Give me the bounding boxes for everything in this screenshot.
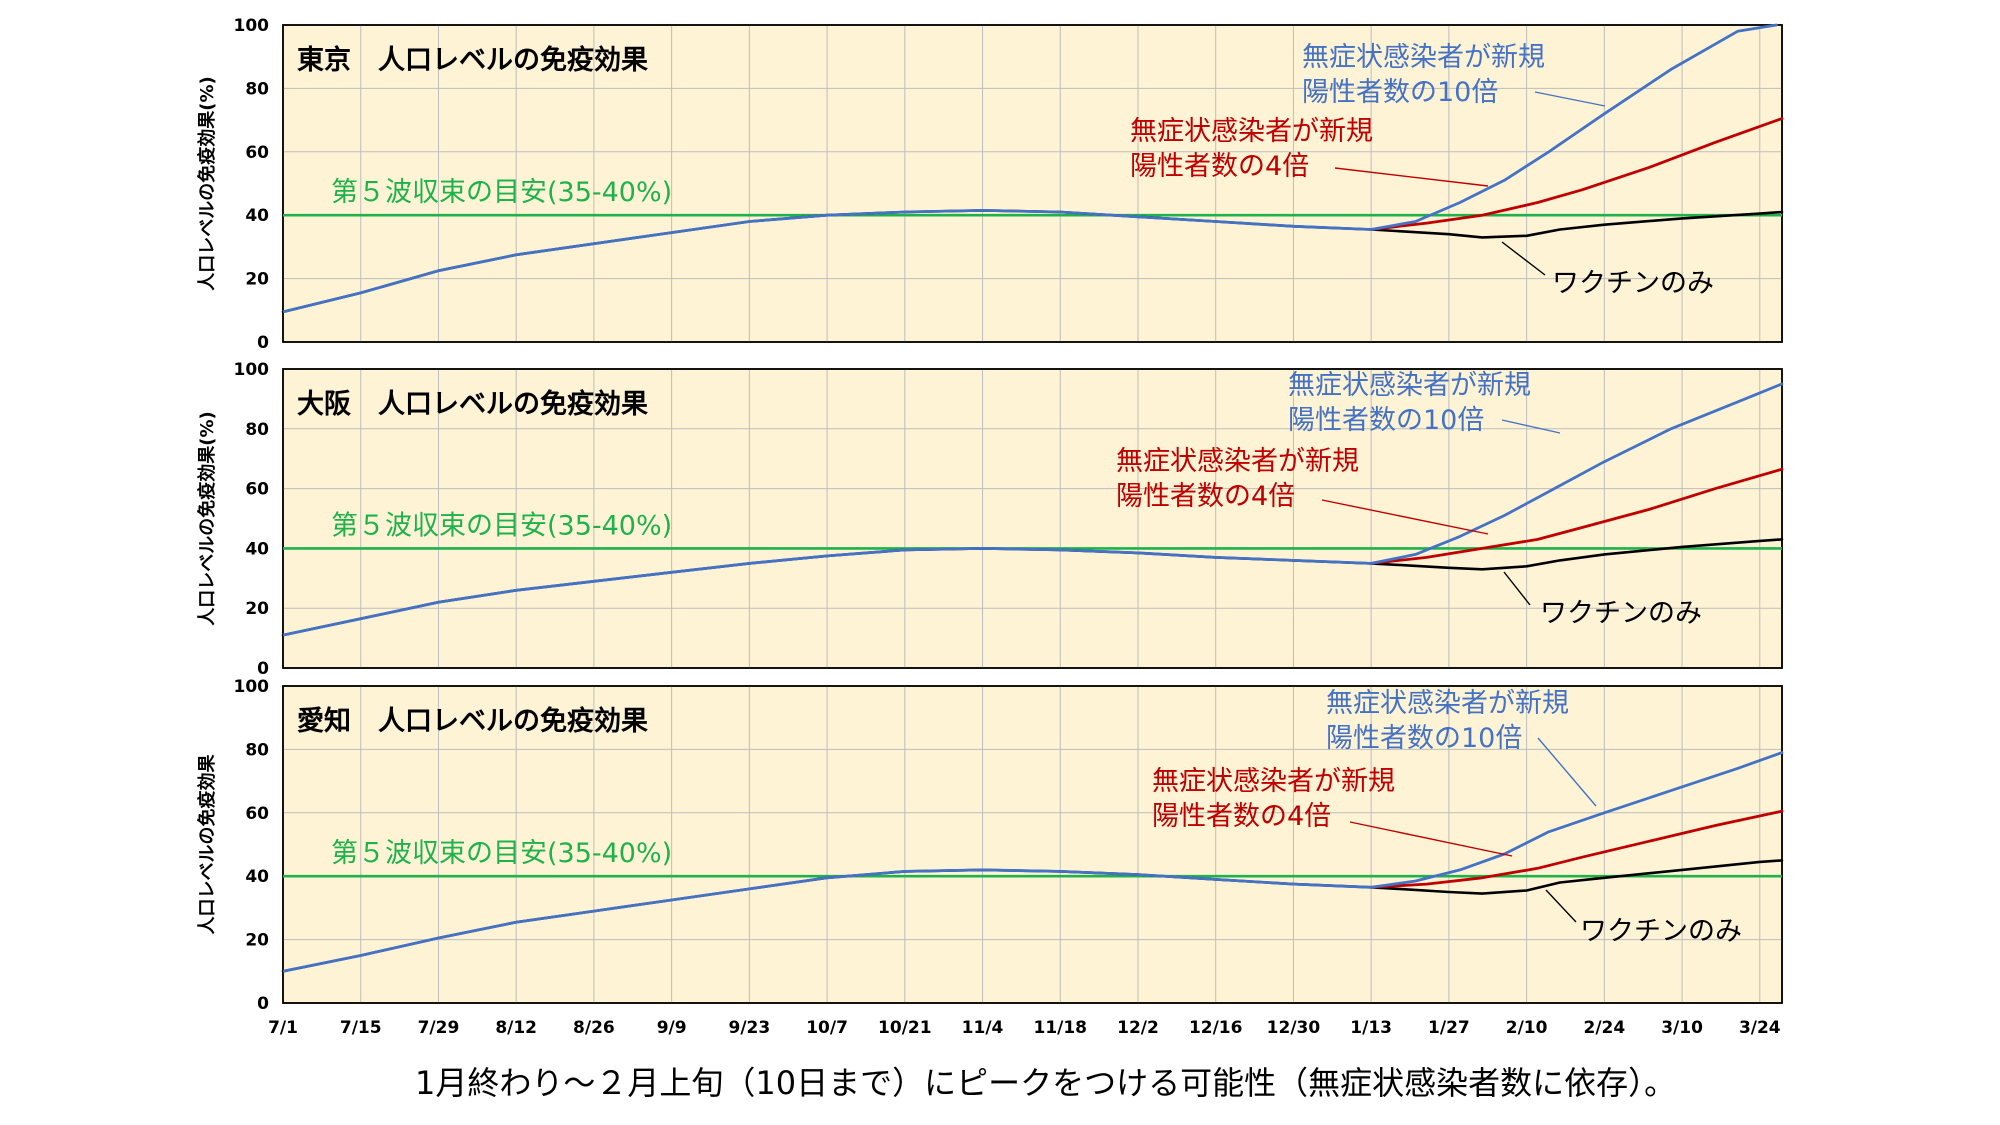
y-tick-label: 100 [234,360,270,380]
panel-title: 愛知 人口レベルの免疫効果 [297,705,648,737]
chart-panel-1: 0 20 40 60 80 100 人口レベルの免疫効果(%) 東京 人口レベルの免疫効果第５… [196,16,1784,353]
panel-title: 大阪 人口レベルの免疫効果 [297,388,648,420]
plot-area [282,685,1783,1004]
threshold-label: 第５波収束の目安(35-40%) [331,510,672,541]
y-tick-label: 60 [245,480,269,500]
x-tick-label: 12/2 [1117,1018,1159,1038]
annotation-leader-red [1349,821,1513,857]
annotation-blue: 無症状感染者が新規 [1326,688,1569,719]
series-line-red [1369,117,1784,231]
series-line-blue [1369,382,1784,565]
plot-frame [282,685,1783,1004]
x-tick-label: 10/7 [806,1018,848,1038]
annotation-black: ワクチンのみ [1552,268,1714,299]
series-line-shared [282,868,1372,973]
y-tick-label: 80 [245,740,269,760]
y-tick-label: 0 [257,659,269,679]
chart-panel-2: 0 20 40 60 80 100 人口レベルの免疫効果(%) 大阪 人口レベルの免疫効果第５… [196,360,1784,679]
annotation-blue: 無症状感染者が新規 [1288,370,1531,401]
x-tick-label: 2/10 [1506,1018,1548,1038]
annotation-leader-black [1501,241,1546,276]
y-axis-label: 人口レベルの免疫効果(%) [196,76,218,291]
y-tick-label: 20 [245,270,269,290]
x-tick-label: 9/9 [657,1018,687,1038]
series-line-shared [282,547,1372,637]
x-tick-label: 1/27 [1428,1018,1470,1038]
annotation-leader-blue [1534,91,1606,107]
series-line-red [1369,467,1784,565]
x-tick-label: 7/1 [268,1018,298,1038]
chart-panel-3: 0 20 40 60 80 100 7/1 7/15 7/29 8/12 8/26 9/9 9/23 10… [196,677,1784,1038]
panel-title: 東京 人口レベルの免疫効果 [297,44,648,76]
annotation-leader-blue [1537,737,1597,807]
x-tick-label: 8/26 [573,1018,615,1038]
x-tick-label: 11/18 [1033,1018,1087,1038]
annotation-leader-black [1545,889,1577,923]
x-tick-label: 9/23 [729,1018,771,1038]
annotation-blue: 陽性者数の10倍 [1288,405,1484,436]
annotation-red: 無症状感染者が新規 [1152,766,1395,797]
annotation-leader-blue [1501,419,1561,434]
caption: 1月終わり～２月上旬（10日まで）にピークをつける可能性（無症状感染者数に依存）… [415,1064,1676,1102]
annotation-leader-black [1503,571,1531,606]
y-tick-label: 20 [245,931,269,951]
y-tick-label: 80 [245,79,269,99]
series-line-shared [282,208,1372,314]
plot-area [282,24,1783,343]
annotation-black: ワクチンのみ [1540,598,1702,629]
plot-frame [282,24,1783,343]
y-tick-label: 20 [245,599,269,619]
annotation-blue: 陽性者数の10倍 [1326,723,1522,754]
y-axis-label: 人口レベルの免疫効果 [196,754,218,935]
annotation-red: 陽性者数の4倍 [1130,151,1309,182]
plot-frame [282,368,1783,669]
x-tick-label: 11/4 [962,1018,1004,1038]
threshold-label: 第５波収束の目安(35-40%) [331,838,672,869]
annotation-leader-red [1321,499,1489,535]
annotation-blue: 陽性者数の10倍 [1302,77,1498,108]
annotation-red: 無症状感染者が新規 [1116,446,1359,477]
annotation-red: 無症状感染者が新規 [1130,116,1373,147]
series-line-red [1369,809,1784,889]
annotation-blue: 無症状感染者が新規 [1302,42,1545,73]
y-tick-label: 40 [245,206,269,226]
x-tick-label: 2/24 [1583,1018,1625,1038]
annotation-red: 陽性者数の4倍 [1152,801,1331,832]
y-tick-label: 60 [245,804,269,824]
y-tick-label: 40 [245,539,269,559]
x-tick-label: 12/30 [1267,1018,1321,1038]
annotation-red: 陽性者数の4倍 [1116,481,1295,512]
series-line-blue [1369,23,1778,231]
plot-area [282,368,1783,669]
x-tick-label: 7/15 [340,1018,382,1038]
y-tick-label: 40 [245,867,269,887]
x-tick-label: 3/24 [1739,1018,1781,1038]
y-tick-label: 100 [234,16,270,36]
annotation-leader-red [1334,167,1489,187]
series-line-blue [1369,751,1784,889]
threshold-label: 第５波収束の目安(35-40%) [331,177,672,208]
x-tick-label: 3/10 [1661,1018,1703,1038]
x-tick-label: 8/12 [495,1018,537,1038]
y-tick-label: 0 [257,994,269,1014]
x-tick-label: 10/21 [878,1018,932,1038]
x-tick-label: 1/13 [1350,1018,1392,1038]
y-tick-label: 60 [245,143,269,163]
annotation-black: ワクチンのみ [1580,916,1742,947]
y-tick-label: 80 [245,420,269,440]
x-tick-label: 12/16 [1189,1018,1243,1038]
y-tick-label: 0 [257,333,269,353]
y-tick-label: 100 [234,677,270,697]
x-tick-label: 7/29 [418,1018,460,1038]
y-axis-label: 人口レベルの免疫効果(%) [196,411,218,626]
